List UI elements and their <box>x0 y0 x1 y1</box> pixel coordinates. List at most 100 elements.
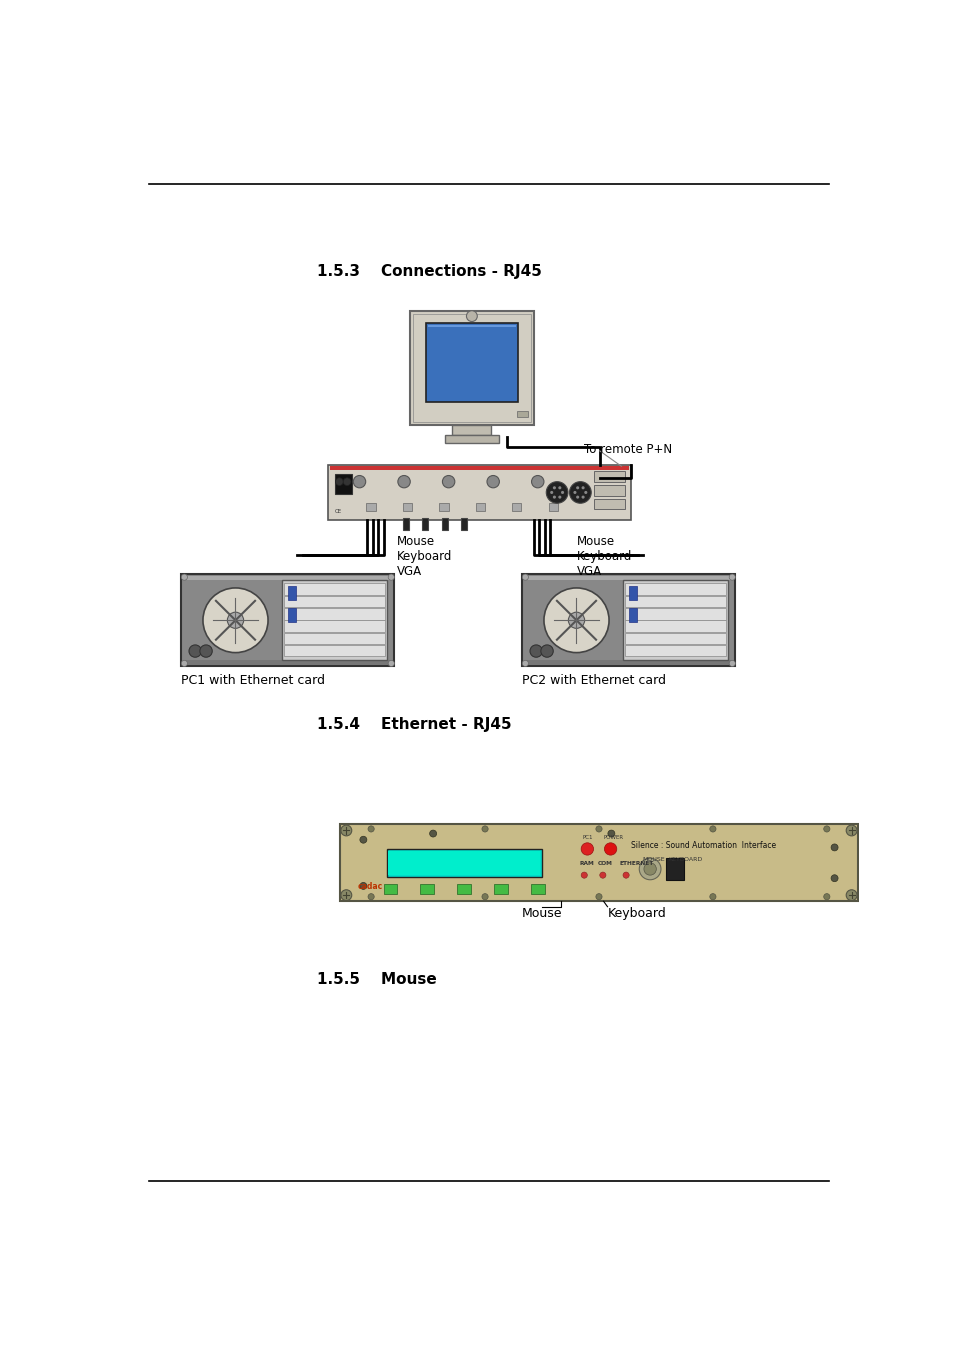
Bar <box>288 608 295 621</box>
Bar <box>386 848 541 877</box>
Circle shape <box>353 476 365 488</box>
Circle shape <box>573 490 576 494</box>
Bar <box>282 580 386 661</box>
Bar <box>402 503 412 511</box>
Text: To remote P+N: To remote P+N <box>583 443 672 457</box>
Text: MOUSE: MOUSE <box>641 857 664 862</box>
Circle shape <box>340 890 352 901</box>
Circle shape <box>531 476 543 488</box>
Bar <box>441 517 447 530</box>
Text: POWER: POWER <box>603 835 623 840</box>
Circle shape <box>368 825 374 832</box>
Circle shape <box>368 893 374 900</box>
Bar <box>624 644 725 657</box>
Circle shape <box>481 825 488 832</box>
Circle shape <box>576 496 578 499</box>
Bar <box>427 324 516 327</box>
Text: 1.5.5    Mouse: 1.5.5 Mouse <box>316 973 436 988</box>
Circle shape <box>569 482 591 503</box>
Circle shape <box>340 825 352 836</box>
Bar <box>288 586 295 600</box>
Bar <box>426 323 517 401</box>
Bar <box>444 435 498 443</box>
Bar <box>283 584 385 594</box>
Circle shape <box>466 311 476 322</box>
Bar <box>183 576 393 580</box>
Bar <box>530 885 544 893</box>
Circle shape <box>189 644 201 657</box>
Bar <box>593 471 624 482</box>
Circle shape <box>442 476 455 488</box>
Bar <box>420 885 434 893</box>
Text: 1.5.4    Ethernet - RJ45: 1.5.4 Ethernet - RJ45 <box>316 716 511 731</box>
Circle shape <box>481 893 488 900</box>
Circle shape <box>643 863 656 875</box>
Bar <box>476 503 484 511</box>
Bar <box>402 517 409 530</box>
Circle shape <box>599 871 605 878</box>
Text: PC1: PC1 <box>582 835 593 840</box>
Circle shape <box>558 486 560 489</box>
Text: ETHERNET: ETHERNET <box>618 862 653 866</box>
Text: Mouse
Keyboard
VGA: Mouse Keyboard VGA <box>576 535 631 578</box>
Circle shape <box>335 478 343 485</box>
Bar <box>665 858 683 880</box>
Bar <box>452 424 491 435</box>
Bar <box>328 465 630 520</box>
Circle shape <box>580 843 593 855</box>
Bar <box>548 503 558 511</box>
Bar <box>593 485 624 496</box>
Bar <box>335 474 352 494</box>
Circle shape <box>359 882 367 889</box>
Circle shape <box>581 496 584 499</box>
Text: Keyboard: Keyboard <box>607 908 665 920</box>
Bar <box>283 632 385 644</box>
Circle shape <box>596 893 601 900</box>
Bar <box>624 596 725 607</box>
Text: KEYBOARD: KEYBOARD <box>667 857 701 862</box>
Bar <box>181 574 394 666</box>
Circle shape <box>546 482 567 503</box>
Circle shape <box>553 496 556 499</box>
Circle shape <box>388 661 394 666</box>
Circle shape <box>728 661 735 666</box>
Circle shape <box>639 858 660 880</box>
Bar <box>330 466 629 470</box>
Bar <box>388 851 539 875</box>
Circle shape <box>576 486 578 489</box>
Text: CE: CE <box>335 509 341 513</box>
Bar <box>340 824 857 901</box>
Circle shape <box>521 574 528 580</box>
FancyBboxPatch shape <box>410 311 534 424</box>
Circle shape <box>830 844 837 851</box>
Circle shape <box>845 890 856 901</box>
Circle shape <box>540 644 553 657</box>
Circle shape <box>822 893 829 900</box>
Bar <box>422 517 428 530</box>
Circle shape <box>822 825 829 832</box>
Text: Mouse
Keyboard
VGA: Mouse Keyboard VGA <box>396 535 452 578</box>
Circle shape <box>845 825 856 836</box>
Bar <box>366 503 375 511</box>
Circle shape <box>199 644 212 657</box>
Circle shape <box>343 478 351 485</box>
Circle shape <box>486 476 498 488</box>
Circle shape <box>553 486 556 489</box>
Circle shape <box>607 830 615 838</box>
Circle shape <box>709 893 716 900</box>
Circle shape <box>181 574 187 580</box>
Circle shape <box>550 490 553 494</box>
Bar <box>624 584 725 594</box>
Bar <box>460 517 467 530</box>
Circle shape <box>568 612 584 628</box>
Circle shape <box>530 644 542 657</box>
Bar <box>624 632 725 644</box>
Circle shape <box>181 661 187 666</box>
Circle shape <box>583 490 587 494</box>
Bar <box>456 885 471 893</box>
Circle shape <box>397 476 410 488</box>
Bar <box>439 503 448 511</box>
Circle shape <box>429 830 436 838</box>
Circle shape <box>581 486 584 489</box>
Circle shape <box>227 612 243 628</box>
